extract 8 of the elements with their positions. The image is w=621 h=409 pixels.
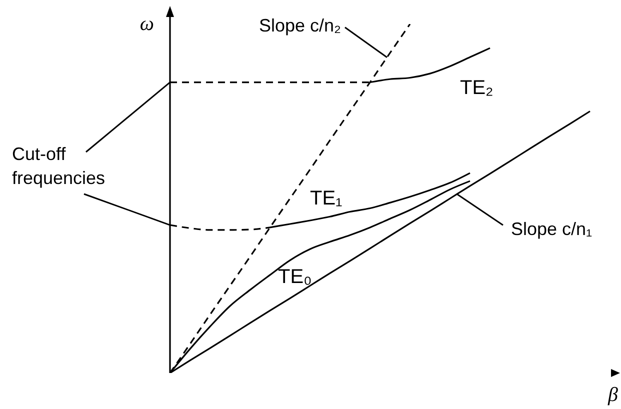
series-label: TE₂	[460, 77, 494, 100]
series-label: TE₁	[310, 187, 343, 210]
series-label: TE₀	[278, 266, 312, 288]
annotation: Slope c/n₂	[258, 15, 342, 36]
annotation: Slope c/n₁	[511, 219, 592, 240]
y-axis-title: ω	[140, 13, 154, 35]
x-axis-title: β	[607, 384, 618, 406]
text: Cut-off frequencies	[12, 144, 106, 188]
